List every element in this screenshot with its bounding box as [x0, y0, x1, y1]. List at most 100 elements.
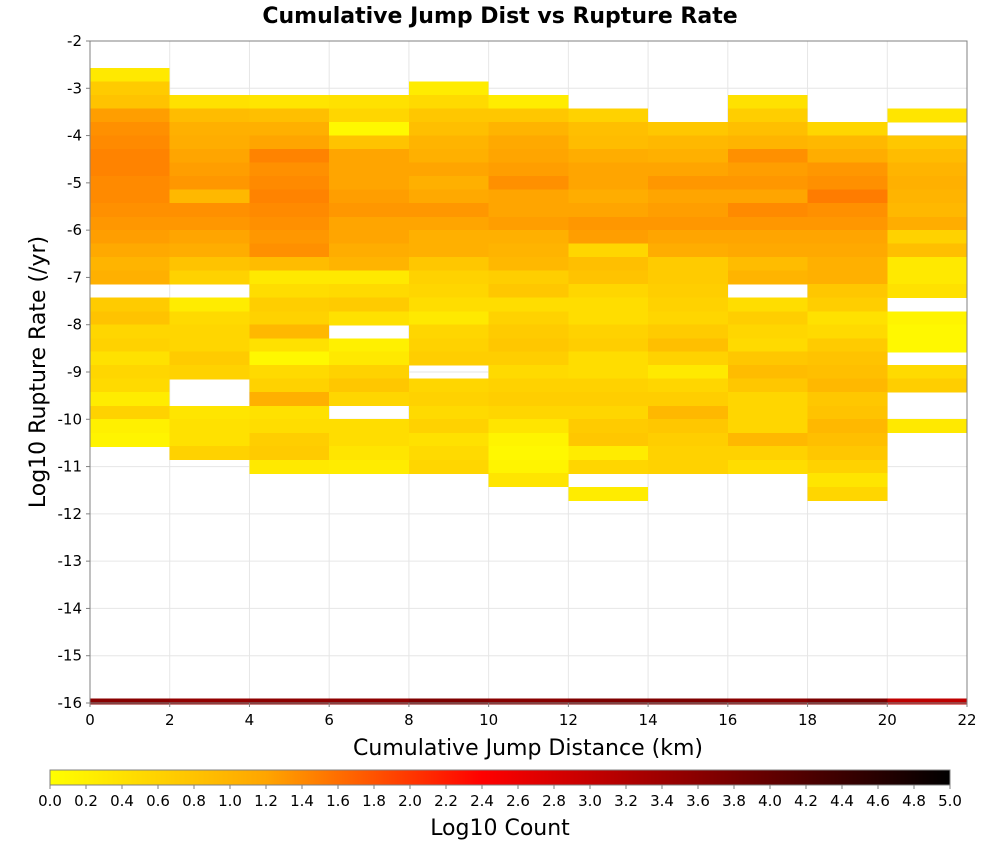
colorbar-tick-label: 3.8: [722, 792, 746, 810]
heatmap-cell: [90, 311, 170, 326]
heatmap-cell: [169, 176, 250, 191]
heatmap-cell: [727, 351, 808, 366]
heatmap-cell: [249, 108, 330, 123]
heatmap-cell: [648, 392, 728, 407]
heatmap-cell: [488, 94, 569, 109]
colorbar-tick-label: 1.2: [254, 792, 278, 810]
heatmap-cell: [648, 243, 728, 258]
heatmap-cell: [648, 338, 728, 353]
heatmap-cell: [408, 94, 489, 109]
heatmap-cell: [169, 324, 250, 339]
colorbar-tick-label: 5.0: [938, 792, 962, 810]
heatmap-cell: [648, 189, 728, 204]
x-axis-label: Cumulative Jump Distance (km): [353, 736, 703, 761]
heatmap-cell: [488, 256, 569, 271]
heatmap-cell: [408, 81, 489, 96]
heatmap-cell: [727, 256, 808, 271]
colorbar-tick-label: 0.6: [146, 792, 170, 810]
heatmap-cell: [90, 256, 170, 271]
x-axis-ticks: 0 2 4 6 8 10 12 14 16 18 20 22: [85, 703, 977, 729]
y-tick-label: -12: [58, 505, 83, 523]
heatmap-cell: [807, 351, 888, 366]
heatmap-cell: [727, 392, 808, 407]
heatmap-cell: [90, 243, 170, 258]
heatmap-cell: [90, 203, 170, 218]
colorbar-tick-label: 2.6: [506, 792, 530, 810]
heatmap-cell: [648, 149, 728, 164]
heatmap-cell: [408, 162, 489, 177]
heatmap-cell: [488, 135, 569, 150]
heatmap-cell: [887, 365, 967, 380]
heatmap-cell: [169, 351, 250, 366]
heatmap-cell-bottom: [329, 698, 409, 705]
heatmap-cell: [249, 446, 330, 461]
heatmap-cell: [408, 351, 489, 366]
colorbar-tick-label: 4.4: [830, 792, 854, 810]
heatmap-cell: [408, 432, 489, 447]
heatmap-cell: [90, 338, 170, 353]
heatmap-cell: [807, 162, 888, 177]
heatmap-cell-bottom: [887, 698, 967, 705]
heatmap-cell: [488, 162, 569, 177]
heatmap-cell: [887, 230, 967, 245]
colorbar-tick-label: 0.8: [182, 792, 206, 810]
colorbar-tick-label: 1.0: [218, 792, 242, 810]
heatmap-cell: [169, 338, 250, 353]
heatmap-cell: [249, 135, 330, 150]
heatmap-cell: [249, 243, 330, 258]
colorbar-tick-label: 0.4: [110, 792, 134, 810]
heatmap-cell: [488, 189, 569, 204]
heatmap-cell: [408, 135, 489, 150]
heatmap-cell: [807, 283, 888, 298]
heatmap-cell: [169, 230, 250, 245]
heatmap-cell: [90, 419, 170, 434]
heatmap-cell: [807, 446, 888, 461]
heatmap-cell: [887, 256, 967, 271]
heatmap-cell: [648, 230, 728, 245]
heatmap-cell: [169, 297, 250, 312]
heatmap-cell: [727, 149, 808, 164]
heatmap-cell: [249, 365, 330, 380]
heatmap-cell: [329, 135, 409, 150]
heatmap-cell: [807, 297, 888, 312]
heatmap-cell: [727, 459, 808, 474]
heatmap-cell: [488, 351, 569, 366]
heatmap-cell: [568, 122, 649, 137]
heatmap-cell: [727, 135, 808, 150]
heatmap-cell: [488, 473, 569, 488]
heatmap-cell: [329, 243, 409, 258]
x-tick-label: 16: [718, 711, 737, 729]
heatmap-cell: [329, 270, 409, 285]
heatmap-cell: [249, 432, 330, 447]
heatmap-cell: [807, 459, 888, 474]
heatmap-cell: [727, 230, 808, 245]
heatmap-cell: [648, 351, 728, 366]
heatmap-cell: [648, 432, 728, 447]
heatmap-cell: [90, 432, 170, 447]
heatmap-cell: [648, 446, 728, 461]
heatmap-cell: [568, 419, 649, 434]
heatmap-cell: [648, 459, 728, 474]
heatmap-cell: [488, 122, 569, 137]
heatmap-cell: [90, 365, 170, 380]
heatmap-cell: [807, 243, 888, 258]
heatmap-cell: [648, 405, 728, 420]
heatmap-cell: [329, 392, 409, 407]
heatmap-cell: [568, 405, 649, 420]
heatmap-cell: [727, 311, 808, 326]
heatmap-cell: [807, 230, 888, 245]
heatmap-cell: [887, 203, 967, 218]
heatmap-cell: [90, 378, 170, 393]
heatmap-cell: [807, 256, 888, 271]
heatmap-cell: [169, 189, 250, 204]
heatmap-cell: [329, 365, 409, 380]
heatmap-cell: [329, 283, 409, 298]
heatmap-cell: [90, 392, 170, 407]
heatmap-cell: [488, 108, 569, 123]
heatmap-cell: [329, 311, 409, 326]
heatmap-cell: [488, 203, 569, 218]
heatmap-cell: [329, 230, 409, 245]
heatmap-cell: [648, 378, 728, 393]
heatmap-cell: [169, 446, 250, 461]
heatmap-cell: [249, 459, 330, 474]
